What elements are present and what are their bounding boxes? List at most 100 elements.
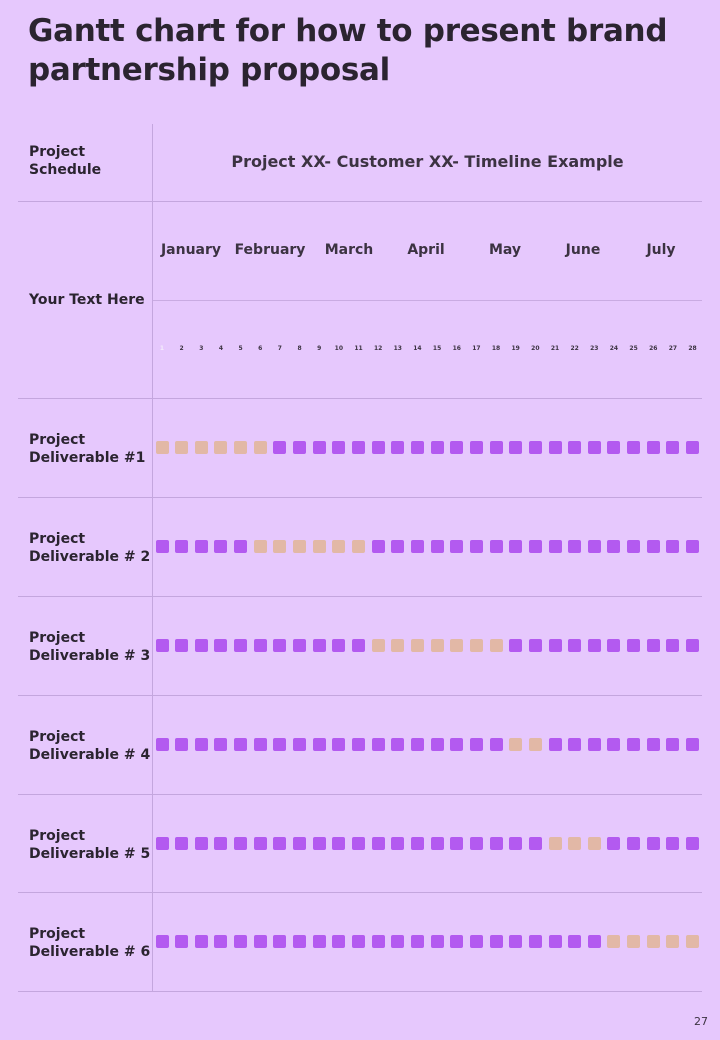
timeline-cell [430, 441, 444, 454]
timeline-cell [332, 935, 346, 948]
timeline-cell [312, 639, 326, 652]
timeline-cell [489, 935, 503, 948]
timeline-cell [273, 639, 287, 652]
timeline-cell [430, 837, 444, 850]
day-label: 12 [373, 345, 383, 352]
timeline-cell [568, 441, 582, 454]
timeline-cell [410, 738, 424, 751]
day-label: 24 [609, 345, 619, 352]
day-label: 7 [277, 345, 282, 352]
timeline-cell [646, 837, 660, 850]
task-cell [352, 540, 365, 553]
day-label: 11 [354, 345, 363, 352]
timeline-cell [234, 738, 248, 751]
timeline-cell [568, 540, 582, 553]
timeline-cell [175, 935, 189, 948]
month-label: May [488, 242, 522, 258]
timeline-cell [489, 837, 503, 850]
day-label: 20 [531, 345, 540, 352]
timeline-cell [175, 540, 189, 553]
timeline-cell [548, 441, 562, 454]
timeline-cell [332, 837, 346, 850]
timeline-cell [155, 738, 169, 751]
timeline-cell [253, 738, 267, 751]
timeline-cell [666, 639, 680, 652]
timeline-cell [410, 540, 424, 553]
timeline-cell [607, 441, 621, 454]
task-cell [155, 441, 169, 454]
timeline-cell [312, 837, 326, 850]
timeline-cell [627, 441, 641, 454]
timeline-cell [528, 837, 542, 850]
day-label: 26 [649, 345, 658, 352]
timeline-cell [666, 738, 680, 751]
timeline-cell [175, 738, 189, 751]
day-label: 14 [413, 345, 422, 352]
timeline-cell [430, 935, 444, 948]
task-cell [548, 837, 562, 850]
row-divider [18, 892, 702, 893]
task-cell [686, 935, 700, 948]
day-label: 27 [668, 345, 678, 352]
task-cell [253, 540, 267, 553]
task-cell [489, 639, 503, 652]
task-cell [450, 639, 464, 652]
timeline-cell [528, 540, 542, 553]
timeline-cell [509, 935, 523, 948]
timeline-cell [646, 441, 660, 454]
timeline-cell [155, 935, 169, 948]
month-divider [153, 300, 702, 301]
timeline-cell [469, 935, 483, 948]
schedule-label: Project Schedule [29, 144, 102, 178]
timeline-cell [175, 639, 189, 652]
day-label: 19 [511, 345, 520, 352]
timeline-cell [352, 441, 365, 454]
deliverable-label: Project Deliverable # 6 [29, 926, 151, 960]
timeline-cell [528, 441, 542, 454]
day-label: 4 [218, 345, 224, 352]
timeline-cell [686, 540, 700, 553]
timeline-cell [489, 738, 503, 751]
timeline-cell [430, 738, 444, 751]
day-label: 6 [258, 345, 263, 352]
timeline-cell [293, 639, 307, 652]
task-cell [234, 441, 248, 454]
timeline-cell [587, 639, 601, 652]
timeline-cell [587, 935, 601, 948]
timeline-cell [234, 935, 248, 948]
task-cell [273, 540, 287, 553]
row-divider [18, 596, 702, 597]
timeline-cell [194, 540, 208, 553]
timeline-cell [627, 837, 641, 850]
timeline-cell [489, 441, 503, 454]
timeline-cell [509, 639, 523, 652]
day-label: 18 [491, 345, 501, 352]
month-label: April [407, 242, 445, 258]
timeline-cell [371, 540, 385, 553]
timeline-cell [371, 837, 385, 850]
day-label: 16 [452, 345, 461, 352]
task-cell [627, 935, 641, 948]
timeline-cell [686, 837, 700, 850]
timeline-cell [568, 935, 582, 948]
timeline-cell [627, 639, 641, 652]
month-label: March [324, 242, 374, 258]
timeline-cell [253, 837, 267, 850]
timeline-cell [646, 738, 660, 751]
task-cell [568, 837, 582, 850]
timeline-cell [371, 935, 385, 948]
timeline-cell [312, 935, 326, 948]
task-cell [371, 639, 385, 652]
task-cell [666, 935, 680, 948]
timeline-cell [234, 540, 248, 553]
task-cell [410, 639, 424, 652]
task-cell [528, 738, 542, 751]
timeline-cell [391, 837, 405, 850]
timeline-cell [607, 738, 621, 751]
timeline-cell [686, 441, 700, 454]
task-cell [430, 639, 444, 652]
day-label: 28 [688, 345, 697, 352]
day-label: 5 [238, 345, 243, 352]
task-cell [214, 441, 228, 454]
